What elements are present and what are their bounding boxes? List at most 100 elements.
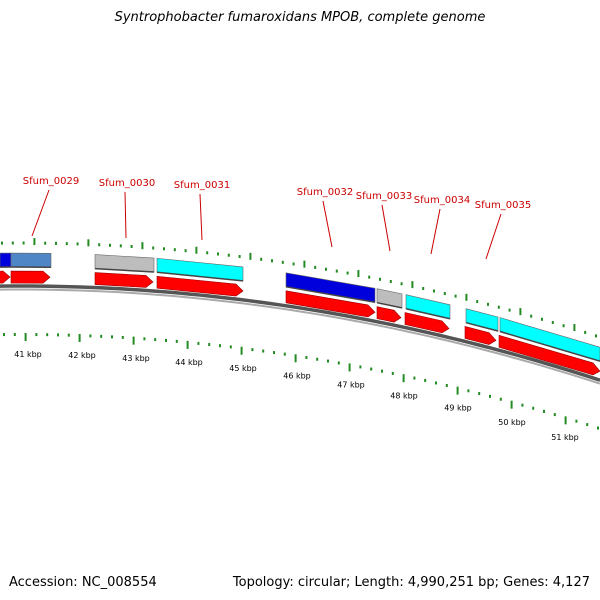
- minor-tick: [532, 406, 535, 410]
- scale-label: 51 kbp: [551, 433, 579, 442]
- gene-leader-line: [124, 191, 127, 239]
- minor-tick: [325, 267, 327, 271]
- minor-tick: [413, 376, 416, 380]
- minor-tick: [454, 294, 457, 298]
- scale-label: 45 kbp: [229, 364, 257, 373]
- minor-tick: [335, 269, 338, 273]
- minor-tick: [435, 381, 437, 385]
- major-tick: [240, 346, 243, 355]
- minor-tick: [467, 389, 470, 393]
- minor-tick: [391, 371, 394, 375]
- minor-tick: [487, 302, 489, 306]
- gene-arrow: [0, 270, 11, 284]
- minor-tick: [13, 333, 16, 337]
- minor-tick: [173, 248, 176, 252]
- minor-tick: [262, 349, 265, 353]
- minor-tick: [119, 244, 122, 248]
- minor-tick: [11, 241, 14, 245]
- minor-tick: [217, 252, 219, 256]
- lower-feature-track: [0, 270, 600, 376]
- minor-tick: [575, 419, 578, 423]
- minor-tick: [46, 333, 49, 337]
- minor-tick: [562, 324, 565, 328]
- major-tick: [132, 336, 135, 345]
- minor-tick: [219, 344, 221, 348]
- minor-tick: [553, 413, 556, 417]
- minor-tick: [65, 242, 68, 246]
- minor-tick: [316, 357, 319, 361]
- major-tick: [348, 363, 351, 372]
- minor-tick: [163, 247, 165, 251]
- minor-tick: [44, 241, 47, 245]
- minor-tick: [433, 289, 435, 293]
- minor-tick: [445, 384, 448, 388]
- gene-arrow: [285, 290, 376, 318]
- gene-arrow: [10, 270, 51, 284]
- scale-label: 46 kbp: [283, 371, 311, 380]
- lower-tick-track: [3, 333, 599, 430]
- minor-tick: [67, 333, 70, 337]
- minor-tick: [35, 333, 38, 337]
- gene-block-edge: [499, 330, 600, 362]
- gene-block-edge: [156, 271, 244, 282]
- major-tick: [78, 333, 81, 342]
- gene-block-edge: [405, 307, 451, 320]
- minor-tick: [121, 335, 124, 339]
- gene-block-edge: [465, 321, 499, 332]
- minor-tick: [543, 409, 545, 413]
- minor-tick: [521, 403, 524, 407]
- minor-tick: [175, 339, 178, 343]
- gene-leader-line: [381, 204, 391, 252]
- minor-tick: [227, 253, 230, 257]
- minor-tick: [260, 257, 263, 261]
- minor-tick: [184, 249, 187, 253]
- scale-label-track: 41 kbp 42 kbp 43 kbp 44 kbp 45 kbp 46 kbp 47 k…: [14, 350, 579, 442]
- scale-label: 42 kbp: [68, 351, 96, 360]
- gene-arrow: [464, 326, 497, 345]
- scale-label: 50 kbp: [498, 418, 526, 427]
- gene-arrow: [94, 272, 154, 288]
- major-tick: [519, 308, 522, 316]
- upper-tick-track: [1, 238, 597, 338]
- minor-tick: [597, 426, 599, 430]
- minor-tick: [1, 241, 3, 245]
- minor-tick: [424, 378, 427, 382]
- scale-label: 47 kbp: [337, 381, 365, 390]
- minor-tick: [305, 355, 308, 359]
- major-tick: [402, 374, 405, 383]
- gene-label: Sfum_0032: [297, 187, 353, 198]
- major-tick: [303, 260, 306, 268]
- minor-tick: [152, 246, 155, 250]
- major-tick: [249, 252, 252, 260]
- gene-arrow: [498, 334, 600, 376]
- minor-tick: [381, 369, 383, 373]
- gene-block: [499, 317, 600, 362]
- minor-tick: [327, 359, 329, 363]
- minor-tick: [143, 337, 146, 341]
- scale-label: 44 kbp: [175, 358, 203, 367]
- minor-tick: [292, 262, 295, 266]
- backbone-shadow: [0, 288, 600, 385]
- minor-tick: [489, 394, 491, 398]
- minor-tick: [476, 300, 479, 304]
- map-title: Syntrophobacter fumaroxidans MPOB, compl…: [114, 10, 486, 25]
- gene-arrow: [376, 306, 402, 323]
- minor-tick: [370, 367, 373, 371]
- gene-leader-line: [31, 189, 50, 237]
- gene-leader-line: [485, 213, 502, 260]
- minor-tick: [379, 277, 381, 281]
- minor-tick: [55, 241, 57, 245]
- minor-tick: [281, 260, 284, 264]
- minor-tick: [422, 287, 425, 291]
- major-tick: [573, 324, 576, 332]
- minor-tick: [314, 265, 317, 269]
- minor-tick: [98, 243, 101, 247]
- minor-tick: [229, 345, 232, 349]
- minor-tick: [530, 314, 533, 318]
- scale-label: 41 kbp: [14, 350, 42, 359]
- minor-tick: [111, 335, 113, 339]
- major-tick: [465, 293, 468, 301]
- minor-tick: [497, 305, 500, 309]
